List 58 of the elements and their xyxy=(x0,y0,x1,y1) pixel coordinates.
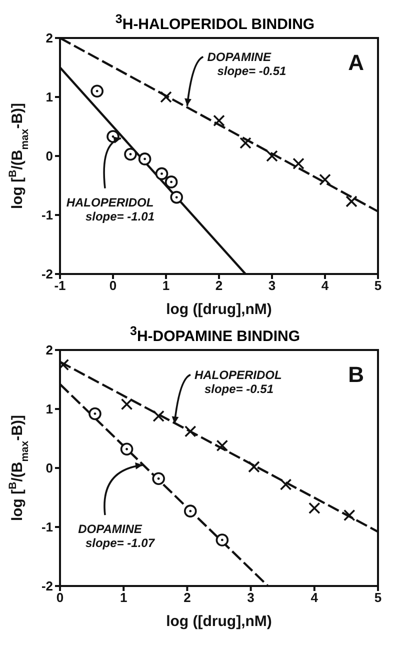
annotation: HALOPERIDOL slope= -0.51 xyxy=(194,368,282,396)
x-tick-label: 4 xyxy=(310,590,319,606)
annotation: A xyxy=(348,50,364,75)
point xyxy=(184,504,197,518)
x-tick-label: 4 xyxy=(321,278,330,294)
y-tick-label: -1 xyxy=(41,208,53,223)
point xyxy=(266,150,278,162)
point xyxy=(184,426,196,438)
point xyxy=(213,114,225,126)
y-tick-label: 2 xyxy=(46,30,53,46)
point xyxy=(120,442,134,456)
y-tick-label: 0 xyxy=(46,148,53,164)
point xyxy=(170,190,183,204)
y-tick-label: 1 xyxy=(46,90,53,105)
x-tick-label: 5 xyxy=(374,278,382,294)
point xyxy=(88,407,102,420)
annotation: HALOPERIDOL slope= -1.01 xyxy=(66,195,155,224)
point xyxy=(152,410,164,422)
y-tick-label: -2 xyxy=(41,266,53,282)
point xyxy=(216,534,229,546)
point xyxy=(248,460,260,473)
point xyxy=(120,398,133,410)
y-tick-label: 2 xyxy=(46,342,53,358)
point xyxy=(216,440,228,452)
chart-title: $^{3}$H-HALOPERIDOL BINDING xyxy=(114,11,316,33)
x-tick-label: 1 xyxy=(120,590,128,606)
point xyxy=(155,167,168,180)
annotation: DOPAMINE slope= -1.07 xyxy=(78,522,156,550)
x-tick-label: 3 xyxy=(247,590,254,606)
point xyxy=(308,502,320,514)
point xyxy=(343,509,356,522)
x-tick-label: 3 xyxy=(268,278,276,294)
point xyxy=(346,196,358,208)
point xyxy=(90,84,104,98)
annotation: DOPAMINE slope= -0.51 xyxy=(207,50,287,78)
point xyxy=(319,174,331,186)
x-tick-label: 1 xyxy=(162,278,170,294)
point xyxy=(124,148,137,161)
x-axis-title: log ([drug],nM) xyxy=(166,301,272,318)
x-tick-label: 0 xyxy=(56,590,64,606)
y-tick-label: 1 xyxy=(46,402,53,417)
point xyxy=(240,137,252,149)
point xyxy=(280,478,292,490)
y-tick-label: 0 xyxy=(46,460,53,476)
point xyxy=(138,152,152,166)
x-tick-label: 5 xyxy=(374,590,382,606)
point xyxy=(164,176,178,188)
point xyxy=(292,158,304,170)
y-tick-label: -2 xyxy=(41,578,53,594)
x-tick-label: 2 xyxy=(184,590,191,606)
point xyxy=(160,91,172,103)
point xyxy=(152,472,165,486)
y-tick-label: -1 xyxy=(41,520,53,535)
x-tick-label: 2 xyxy=(215,278,223,294)
x-tick-label: 0 xyxy=(109,278,117,294)
annotation: B xyxy=(348,362,364,387)
x-axis-title: log ([drug],nM) xyxy=(166,613,272,630)
chart-title: $^{3}$H-DOPAMINE BINDING xyxy=(128,323,301,345)
